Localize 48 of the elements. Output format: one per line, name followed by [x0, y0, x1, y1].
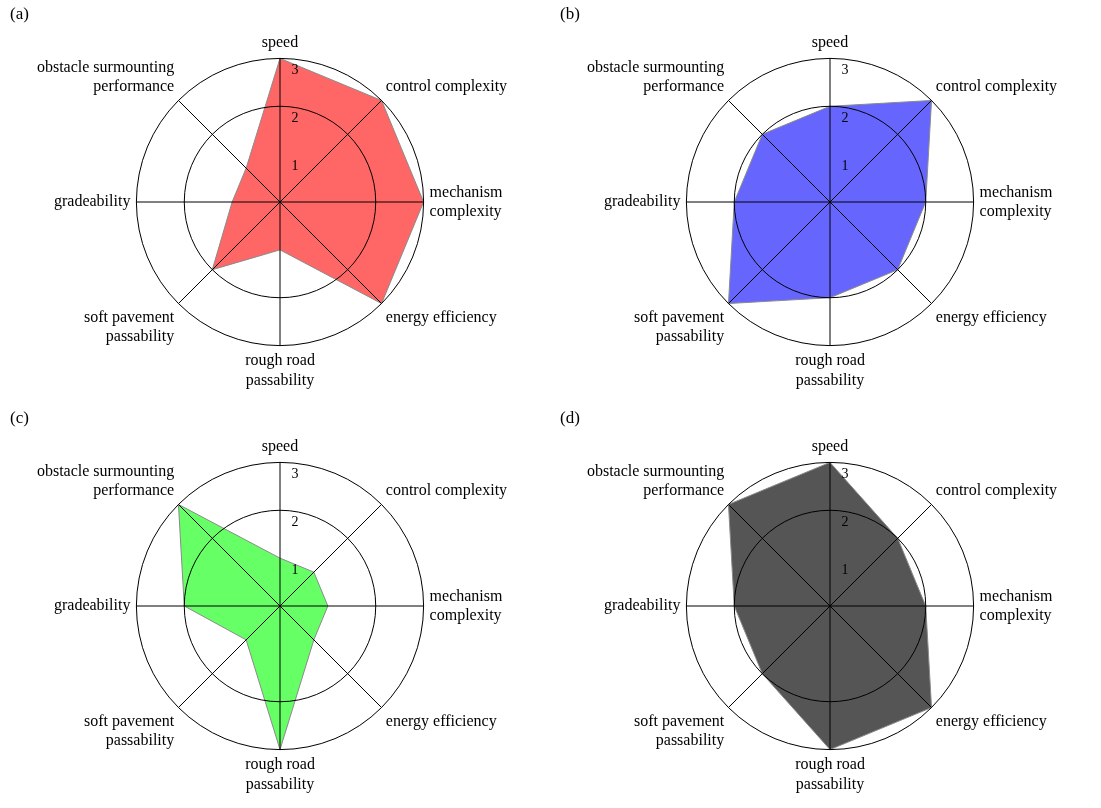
y-tick-label: 3	[291, 62, 299, 78]
spoke-label: rough road passability	[245, 755, 315, 793]
spoke-label: gradeability	[53, 596, 131, 615]
spoke-label: obstacle surmounting performance	[36, 461, 175, 499]
chart-title: (b)	[560, 3, 580, 23]
spoke-label: soft pavement passability	[84, 307, 175, 345]
y-tick-label: 3	[841, 62, 849, 78]
y-tick-label: 2	[841, 513, 849, 529]
spoke-label: obstacle surmounting performance	[586, 461, 725, 499]
spoke-label: control complexity	[385, 76, 508, 95]
chart-title: (a)	[10, 3, 29, 23]
spoke-label: energy efficiency	[935, 307, 1047, 326]
spoke-label: speed	[261, 33, 299, 51]
y-tick-label: 2	[291, 513, 299, 529]
y-tick-label: 1	[291, 157, 299, 173]
spoke-label: mechanism complexity	[979, 586, 1054, 624]
spoke-label: obstacle surmounting performance	[36, 57, 175, 95]
spoke-label: control complexity	[385, 480, 508, 499]
spoke-label: rough road passability	[795, 755, 865, 793]
spoke-label: obstacle surmounting performance	[586, 57, 725, 95]
y-tick-label: 3	[841, 466, 849, 482]
spoke-label: mechanism complexity	[979, 182, 1054, 220]
y-tick-label: 1	[841, 561, 849, 577]
chart-title: (d)	[560, 407, 580, 427]
spoke-label: speed	[811, 33, 849, 51]
y-tick-label: 1	[841, 157, 849, 173]
spoke-label: mechanism complexity	[429, 586, 504, 624]
spoke-label: soft pavement passability	[634, 711, 725, 749]
y-tick-label: 3	[291, 466, 299, 482]
spoke-label: speed	[811, 437, 849, 455]
chart-title: (c)	[10, 407, 29, 427]
spoke-label: soft pavement passability	[634, 307, 725, 345]
spoke-label: rough road passability	[245, 351, 315, 389]
spoke-label: gradeability	[603, 192, 681, 211]
spoke-label: energy efficiency	[385, 711, 497, 730]
y-tick-label: 2	[841, 109, 849, 125]
y-tick-label: 1	[291, 561, 299, 577]
spoke-label: rough road passability	[795, 351, 865, 389]
y-tick-label: 2	[291, 109, 299, 125]
spoke-label: speed	[261, 437, 299, 455]
spoke-label: gradeability	[603, 596, 681, 615]
spoke-label: mechanism complexity	[429, 182, 504, 220]
spoke-label: energy efficiency	[385, 307, 497, 326]
spoke-label: gradeability	[53, 192, 131, 211]
spoke-label: soft pavement passability	[84, 711, 175, 749]
spoke-label: control complexity	[935, 76, 1058, 95]
spoke-label: control complexity	[935, 480, 1058, 499]
spoke-label: energy efficiency	[935, 711, 1047, 730]
